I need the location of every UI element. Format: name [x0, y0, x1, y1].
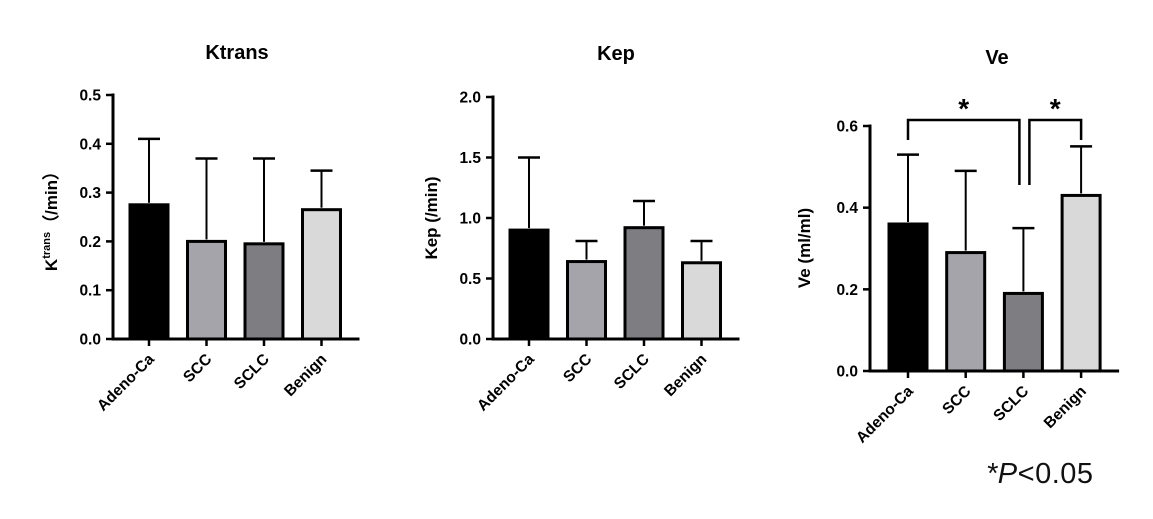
y-axis-label: Kep (/min)	[422, 176, 441, 259]
category-label-SCLC: SCLC	[231, 351, 273, 393]
bar-Benign	[1060, 193, 1102, 373]
category-label-SCLC: SCLC	[611, 351, 653, 393]
category-label-Benign: Benign	[281, 351, 330, 400]
y-axis-label: Ve (ml/ml)	[795, 208, 814, 288]
y-tick-label: 0.0	[836, 364, 858, 381]
significance-bracket	[906, 118, 1021, 185]
category-label-Benign: Benign	[1041, 383, 1090, 432]
category-label-SCC: SCC	[560, 351, 595, 386]
bar-Adeno-Ca	[508, 228, 550, 341]
y-axis-label: Ktrans（/min）	[41, 163, 61, 271]
y-tick-label: 0.1	[79, 283, 101, 300]
y-tick-label: 0.4	[79, 136, 101, 153]
category-label-SCC: SCC	[180, 351, 215, 386]
bar-SCC	[945, 251, 987, 373]
category-label-Adeno-Ca: Adeno-Ca	[94, 351, 158, 415]
footnote-p-symbol: P	[997, 458, 1018, 490]
category-label-SCC: SCC	[939, 383, 974, 418]
bar-SCC	[186, 239, 227, 341]
bar-SCLC	[1002, 291, 1044, 373]
y-tick-label: 0.5	[459, 271, 481, 288]
footnote-asterisk: *	[986, 458, 998, 490]
y-tick-label: 1.0	[459, 211, 481, 228]
bar-SCLC	[243, 242, 285, 341]
chart-title: Ktrans	[205, 42, 268, 64]
y-tick-label: 0.6	[836, 119, 858, 136]
significance-bracket	[1028, 118, 1083, 185]
bar-Benign	[681, 261, 722, 341]
category-label-Benign: Benign	[661, 351, 710, 400]
significance-star: *	[1050, 93, 1061, 124]
y-tick-label: 2.0	[459, 90, 481, 107]
significance-footnote: *P<0.05	[986, 458, 1094, 491]
chart-title: Ve	[985, 47, 1008, 69]
chart-title: Kep	[597, 43, 635, 65]
bar-Benign	[301, 208, 342, 341]
significance-star: *	[958, 93, 969, 124]
category-label-SCLC: SCLC	[990, 383, 1032, 425]
bar-Adeno-Ca	[887, 222, 929, 373]
y-tick-label: 0.2	[836, 282, 858, 299]
y-tick-label: 0.4	[836, 200, 858, 217]
category-label-Adeno-Ca: Adeno-Ca	[853, 383, 917, 447]
category-label-Adeno-Ca: Adeno-Ca	[474, 351, 538, 415]
chart-ktrans: Ktrans Ktrans（/min） 0.0 0.1 0.2 0.3 0.4 0.5 Aden…	[41, 42, 360, 415]
y-tick-label: 1.5	[459, 150, 481, 167]
chart-kep: Kep Kep (/min) 0.0 0.5 1.0 1.5 2.0 Adeno-Ca SCC S…	[422, 43, 740, 415]
y-tick-label: 0.2	[79, 234, 101, 251]
y-tick-label: 0.0	[79, 332, 101, 349]
footnote-threshold: <0.05	[1017, 458, 1094, 490]
chart-ve: Ve Ve (ml/ml) 0.0 0.2 0.4 0.6 Adeno-Ca SCC SCLC B…	[795, 47, 1120, 447]
y-tick-label: 0.0	[459, 332, 481, 349]
y-tick-label: 0.3	[79, 185, 101, 202]
bar-SCC	[566, 260, 607, 341]
bar-SCLC	[623, 226, 665, 341]
y-tick-label: 0.5	[79, 88, 101, 105]
bar-Adeno-Ca	[128, 203, 170, 341]
